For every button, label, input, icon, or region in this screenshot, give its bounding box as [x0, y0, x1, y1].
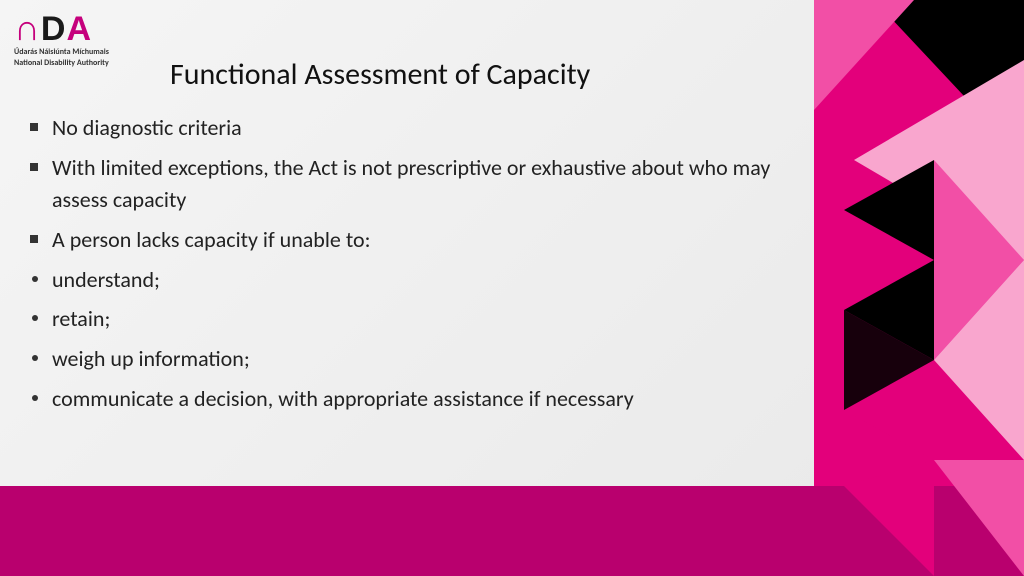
slide-title: Functional Assessment of Capacity [170, 56, 590, 93]
bullet-text: A person lacks capacity if unable to: [52, 226, 370, 253]
list-item: weigh up information; [30, 343, 790, 375]
bullet-list: No diagnostic criteria With limited exce… [30, 112, 790, 415]
bullet-text: communicate a decision, with appropriate… [52, 385, 634, 412]
logo-subtitle-1: Údarás Náisiúnta Míchumais [14, 48, 109, 57]
bullet-text: weigh up information; [52, 345, 250, 372]
list-item: With limited exceptions, the Act is not … [30, 152, 790, 216]
slide: ∩ D A Údarás Náisiúnta Míchumais Nationa… [0, 0, 1024, 576]
bullet-text: With limited exceptions, the Act is not … [52, 154, 770, 213]
logo-subtitle-2: National Disability Authority [14, 59, 109, 68]
triangle-pattern-svg [814, 0, 1024, 576]
list-item: retain; [30, 303, 790, 335]
bullet-text: No diagnostic criteria [52, 114, 242, 141]
list-item: understand; [30, 264, 790, 296]
logo-d: D [41, 12, 65, 46]
decorative-triangles [814, 0, 1024, 576]
logo-a: A [66, 12, 90, 46]
logo: ∩ D A Údarás Náisiúnta Míchumais Nationa… [14, 10, 109, 68]
list-item: communicate a decision, with appropriate… [30, 383, 790, 415]
bullet-text: retain; [52, 305, 110, 332]
list-item: A person lacks capacity if unable to: [30, 224, 790, 256]
bullet-text: understand; [52, 266, 160, 293]
list-item: No diagnostic criteria [30, 112, 790, 144]
content-area: No diagnostic criteria With limited exce… [30, 112, 790, 423]
logo-n: ∩ [14, 10, 39, 46]
logo-mark: ∩ D A [14, 10, 109, 46]
